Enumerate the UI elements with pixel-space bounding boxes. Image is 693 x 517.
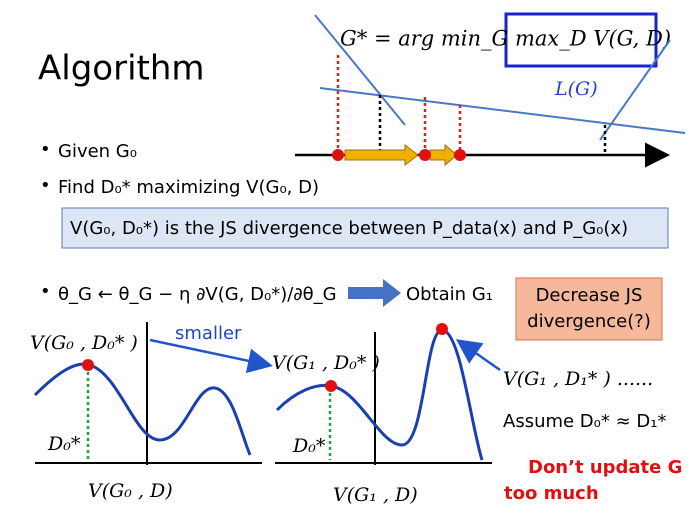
bullet-dot: • [40, 281, 51, 302]
max-point [82, 359, 94, 371]
new-max: V(G₁ , D₁* ) ...... [503, 368, 653, 390]
arrow [455, 339, 501, 372]
bullet-dot: • [40, 139, 51, 160]
bullet-dot: • [40, 175, 51, 196]
bullet: θ_G ← θ_G − η ∂V(G, D₀*)/∂θ_G [58, 284, 337, 305]
decrease-text: divergence(?) [527, 311, 651, 332]
arrow [149, 338, 273, 374]
lg-label: L(G) [554, 78, 598, 100]
decrease-box [515, 277, 663, 341]
obtain: Obtain G₁ [406, 284, 493, 305]
block-arrow [348, 279, 401, 307]
js-box [61, 207, 669, 249]
max-point [436, 323, 448, 335]
formula: G* = arg min_G max_D V(G, D) [340, 27, 671, 51]
step-arrows [344, 143, 458, 167]
d-label: D₀* [292, 435, 326, 457]
peak-label: V(G₁ , D₀* ) [272, 352, 380, 374]
peak-label: V(G₀ , D₀* ) [30, 332, 138, 354]
x-label: V(G₀ , D) [88, 480, 173, 502]
js-text: V(G₀, D₀*) is the JS divergence between … [70, 218, 628, 239]
points [332, 149, 466, 161]
point [325, 380, 337, 392]
decrease-text: Decrease JS [536, 285, 643, 306]
smaller: smaller [175, 323, 242, 344]
warning: Don’t update G [528, 457, 682, 478]
curve [33, 362, 252, 456]
warning: too much [504, 483, 599, 504]
max-box [504, 12, 658, 68]
drop-lines [336, 55, 607, 152]
assume: Assume D₀* ≈ D₁* [503, 411, 667, 432]
x-label: V(G₁ , D) [333, 484, 418, 506]
bullet: Given G₀ [58, 141, 137, 162]
bullet: Find D₀* maximizing V(G₀, D) [58, 177, 319, 198]
slide-title: Algorithm [38, 49, 205, 89]
d-label: D₀* [47, 433, 81, 455]
